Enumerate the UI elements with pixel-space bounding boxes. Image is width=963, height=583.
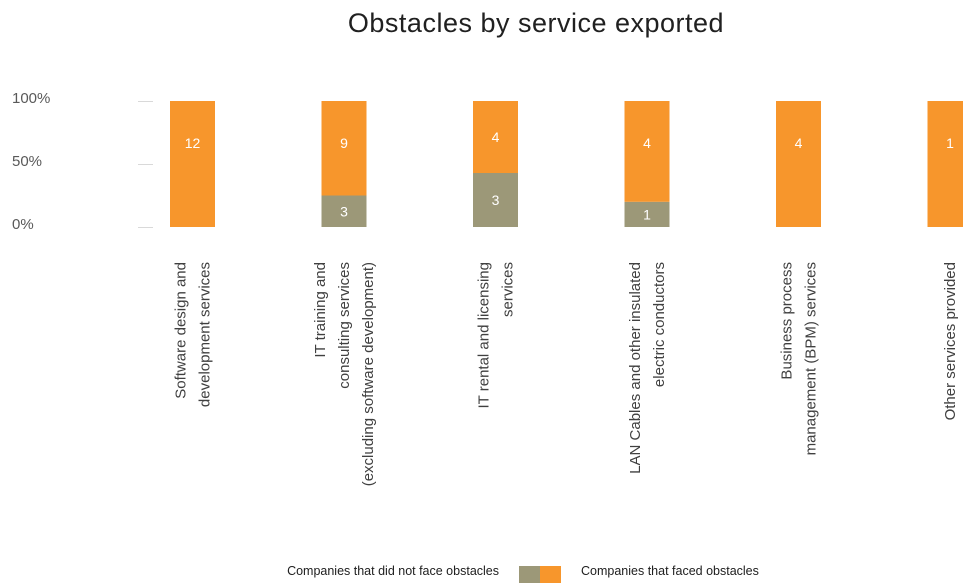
category-label-line: IT rental and licensing (476, 262, 493, 408)
legend-swatch (519, 566, 540, 583)
category-label: Software design and development services (173, 262, 214, 407)
category-label-line: (excluding software development) (360, 262, 377, 486)
data-label: 3 (340, 203, 348, 219)
y-tick-label: 100% (12, 90, 50, 107)
category-label: LAN Cables and other insulated electric c… (627, 262, 668, 474)
bar-segment (624, 101, 670, 202)
bar-segment (776, 101, 821, 227)
y-tick-label: 50% (12, 153, 42, 170)
y-tick-label: 0% (12, 216, 34, 233)
data-label: 4 (492, 129, 500, 145)
category-label-line: development services (197, 262, 214, 407)
category-label-line: electric conductors (651, 262, 668, 387)
category-label-line: Other services provided (942, 262, 959, 420)
bar-segment (170, 101, 215, 227)
data-label: 1 (946, 135, 954, 151)
category-label-line: LAN Cables and other insulated (627, 262, 644, 474)
category-label-line: services (500, 262, 517, 317)
legend-entry-label: Companies that did not face obstacles (287, 564, 499, 578)
data-label: 1 (643, 206, 651, 222)
data-label: 4 (795, 135, 803, 151)
bar-segment (927, 101, 963, 227)
chart-title: Obstacles by service exported (347, 8, 725, 38)
legend-swatch (540, 566, 561, 583)
category-label-line: consulting services (336, 262, 353, 389)
bar-segment (321, 195, 367, 227)
bar-segment (473, 173, 518, 227)
category-label: Business process management (BPM) service… (779, 262, 820, 455)
category-label-line: Business process (779, 262, 796, 380)
category-label-line: IT training and (312, 262, 329, 358)
category-label-line: Software design and (173, 262, 190, 399)
data-label: 3 (492, 192, 500, 208)
legend-entry-label: Companies that faced obstacles (581, 564, 759, 578)
category-label: Other services provided (942, 262, 959, 420)
category-label: IT training and consulting services (exclu… (312, 262, 377, 486)
data-label: 9 (340, 135, 348, 151)
bar-segment (321, 101, 367, 196)
bar-segment (624, 201, 670, 227)
bar-segment (473, 101, 518, 173)
category-label: IT rental and licensing services (476, 262, 517, 408)
data-label: 4 (643, 135, 651, 151)
data-label: 12 (185, 135, 201, 151)
category-label-line: management (BPM) services (803, 262, 820, 455)
